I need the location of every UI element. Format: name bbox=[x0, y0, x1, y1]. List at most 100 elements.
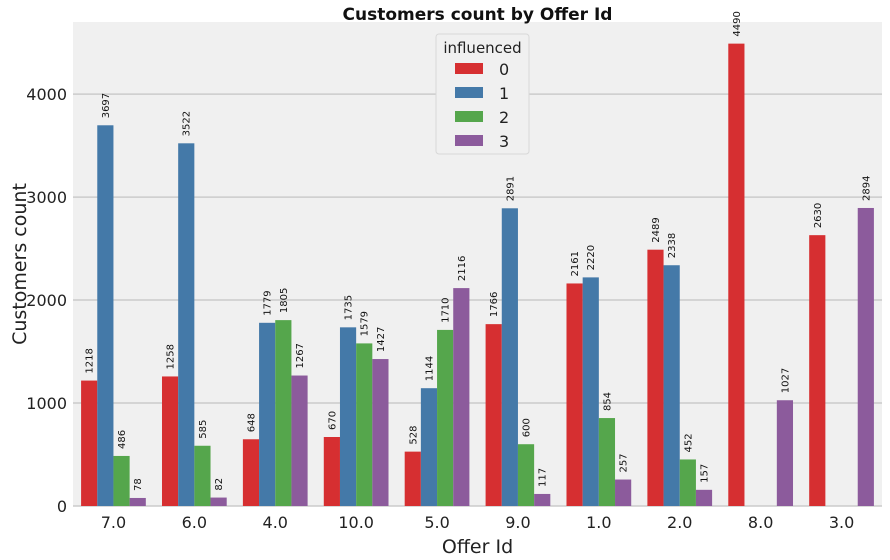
data-label: 78 bbox=[133, 478, 144, 491]
data-label: 2161 bbox=[570, 251, 581, 276]
y-tick-label: 1000 bbox=[26, 394, 67, 413]
bar bbox=[372, 359, 389, 506]
data-label: 1779 bbox=[263, 290, 274, 315]
data-label: 2116 bbox=[457, 256, 468, 281]
data-label: 117 bbox=[538, 468, 549, 487]
data-label: 2220 bbox=[586, 245, 597, 270]
data-label: 1427 bbox=[376, 327, 387, 352]
bar bbox=[404, 451, 421, 506]
bar bbox=[339, 327, 357, 506]
bar bbox=[420, 388, 438, 506]
bar bbox=[178, 143, 195, 506]
data-label: 3697 bbox=[101, 93, 112, 118]
bar bbox=[809, 235, 826, 506]
bars bbox=[81, 43, 874, 507]
bar bbox=[566, 283, 583, 506]
data-label: 157 bbox=[700, 464, 711, 483]
data-label: 1766 bbox=[489, 292, 500, 317]
bar bbox=[695, 489, 713, 506]
legend: influenced 0 1 2 3 bbox=[435, 33, 530, 155]
data-label: 1805 bbox=[279, 288, 290, 313]
legend-swatch bbox=[455, 111, 483, 122]
data-label: 585 bbox=[198, 420, 209, 439]
y-axis-title: Customers count bbox=[9, 183, 31, 345]
bar bbox=[323, 437, 340, 506]
data-label: 854 bbox=[602, 392, 613, 411]
bar bbox=[356, 343, 373, 506]
bar bbox=[97, 125, 114, 506]
data-label: 1735 bbox=[344, 295, 355, 320]
y-tick-label: 3000 bbox=[26, 188, 67, 207]
bar bbox=[776, 400, 794, 506]
bar bbox=[615, 479, 632, 506]
data-label: 1710 bbox=[441, 297, 452, 322]
x-axis-title: Offer Id bbox=[442, 536, 513, 558]
data-label: 2630 bbox=[813, 203, 824, 228]
x-tick-label: 4.0 bbox=[263, 513, 288, 532]
data-label: 82 bbox=[214, 478, 225, 491]
bar bbox=[598, 418, 616, 506]
data-label: 4490 bbox=[732, 11, 743, 36]
bar bbox=[113, 455, 130, 506]
x-tick-label: 8.0 bbox=[748, 513, 773, 532]
data-label: 1144 bbox=[424, 356, 435, 381]
data-label: 2338 bbox=[667, 233, 678, 258]
bar bbox=[485, 324, 502, 506]
bar bbox=[582, 277, 599, 506]
bar bbox=[210, 497, 227, 506]
bar bbox=[259, 322, 276, 506]
bar bbox=[129, 497, 146, 506]
bar bbox=[275, 320, 292, 506]
y-tick-label: 0 bbox=[57, 497, 67, 516]
x-tick-label: 9.0 bbox=[505, 513, 530, 532]
bar bbox=[161, 376, 179, 506]
x-tick-label: 3.0 bbox=[829, 513, 854, 532]
bar bbox=[647, 249, 664, 506]
bar bbox=[663, 265, 680, 506]
data-label: 1579 bbox=[360, 311, 371, 336]
x-tick-labels: 7.0 6.0 4.0 10.0 5.0 9.0 1.0 2.0 8.0 3.0 bbox=[101, 513, 855, 532]
data-label: 648 bbox=[246, 413, 257, 432]
bar bbox=[679, 459, 696, 506]
data-label: 2894 bbox=[861, 176, 872, 201]
chart-title: Customers count by Offer Id bbox=[343, 5, 613, 25]
bar bbox=[534, 493, 551, 506]
x-tick-label: 6.0 bbox=[182, 513, 207, 532]
bar bbox=[242, 439, 260, 506]
data-label: 1027 bbox=[780, 368, 791, 393]
data-label: 2489 bbox=[651, 217, 662, 242]
bar bbox=[857, 207, 874, 507]
x-tick-label: 7.0 bbox=[101, 513, 126, 532]
data-label: 486 bbox=[117, 430, 128, 449]
bar bbox=[453, 288, 470, 506]
legend-title: influenced bbox=[443, 39, 521, 57]
data-label: 2891 bbox=[505, 176, 516, 201]
data-label: 1267 bbox=[295, 343, 306, 368]
data-label: 257 bbox=[619, 453, 630, 472]
bar bbox=[81, 380, 98, 506]
y-tick-label: 4000 bbox=[26, 85, 67, 104]
y-tick-labels: 0 1000 2000 3000 4000 bbox=[26, 85, 67, 516]
bar bbox=[728, 43, 745, 507]
bar bbox=[291, 375, 308, 506]
data-label: 600 bbox=[522, 418, 533, 437]
data-label: 1218 bbox=[85, 348, 96, 373]
legend-items: 0 1 2 3 bbox=[455, 60, 509, 151]
data-label: 528 bbox=[408, 426, 419, 445]
legend-label: 2 bbox=[499, 108, 509, 127]
x-tick-label: 10.0 bbox=[338, 513, 374, 532]
legend-swatch bbox=[455, 87, 483, 98]
bar bbox=[194, 445, 211, 506]
legend-label: 1 bbox=[499, 84, 509, 103]
x-tick-label: 1.0 bbox=[586, 513, 611, 532]
bar bbox=[517, 444, 535, 506]
x-tick-label: 5.0 bbox=[424, 513, 449, 532]
y-tick-label: 2000 bbox=[26, 291, 67, 310]
bar bbox=[437, 329, 454, 506]
x-tick-label: 2.0 bbox=[667, 513, 692, 532]
data-label: 3522 bbox=[182, 111, 193, 136]
data-label: 452 bbox=[683, 433, 694, 452]
data-label: 1258 bbox=[166, 344, 177, 369]
